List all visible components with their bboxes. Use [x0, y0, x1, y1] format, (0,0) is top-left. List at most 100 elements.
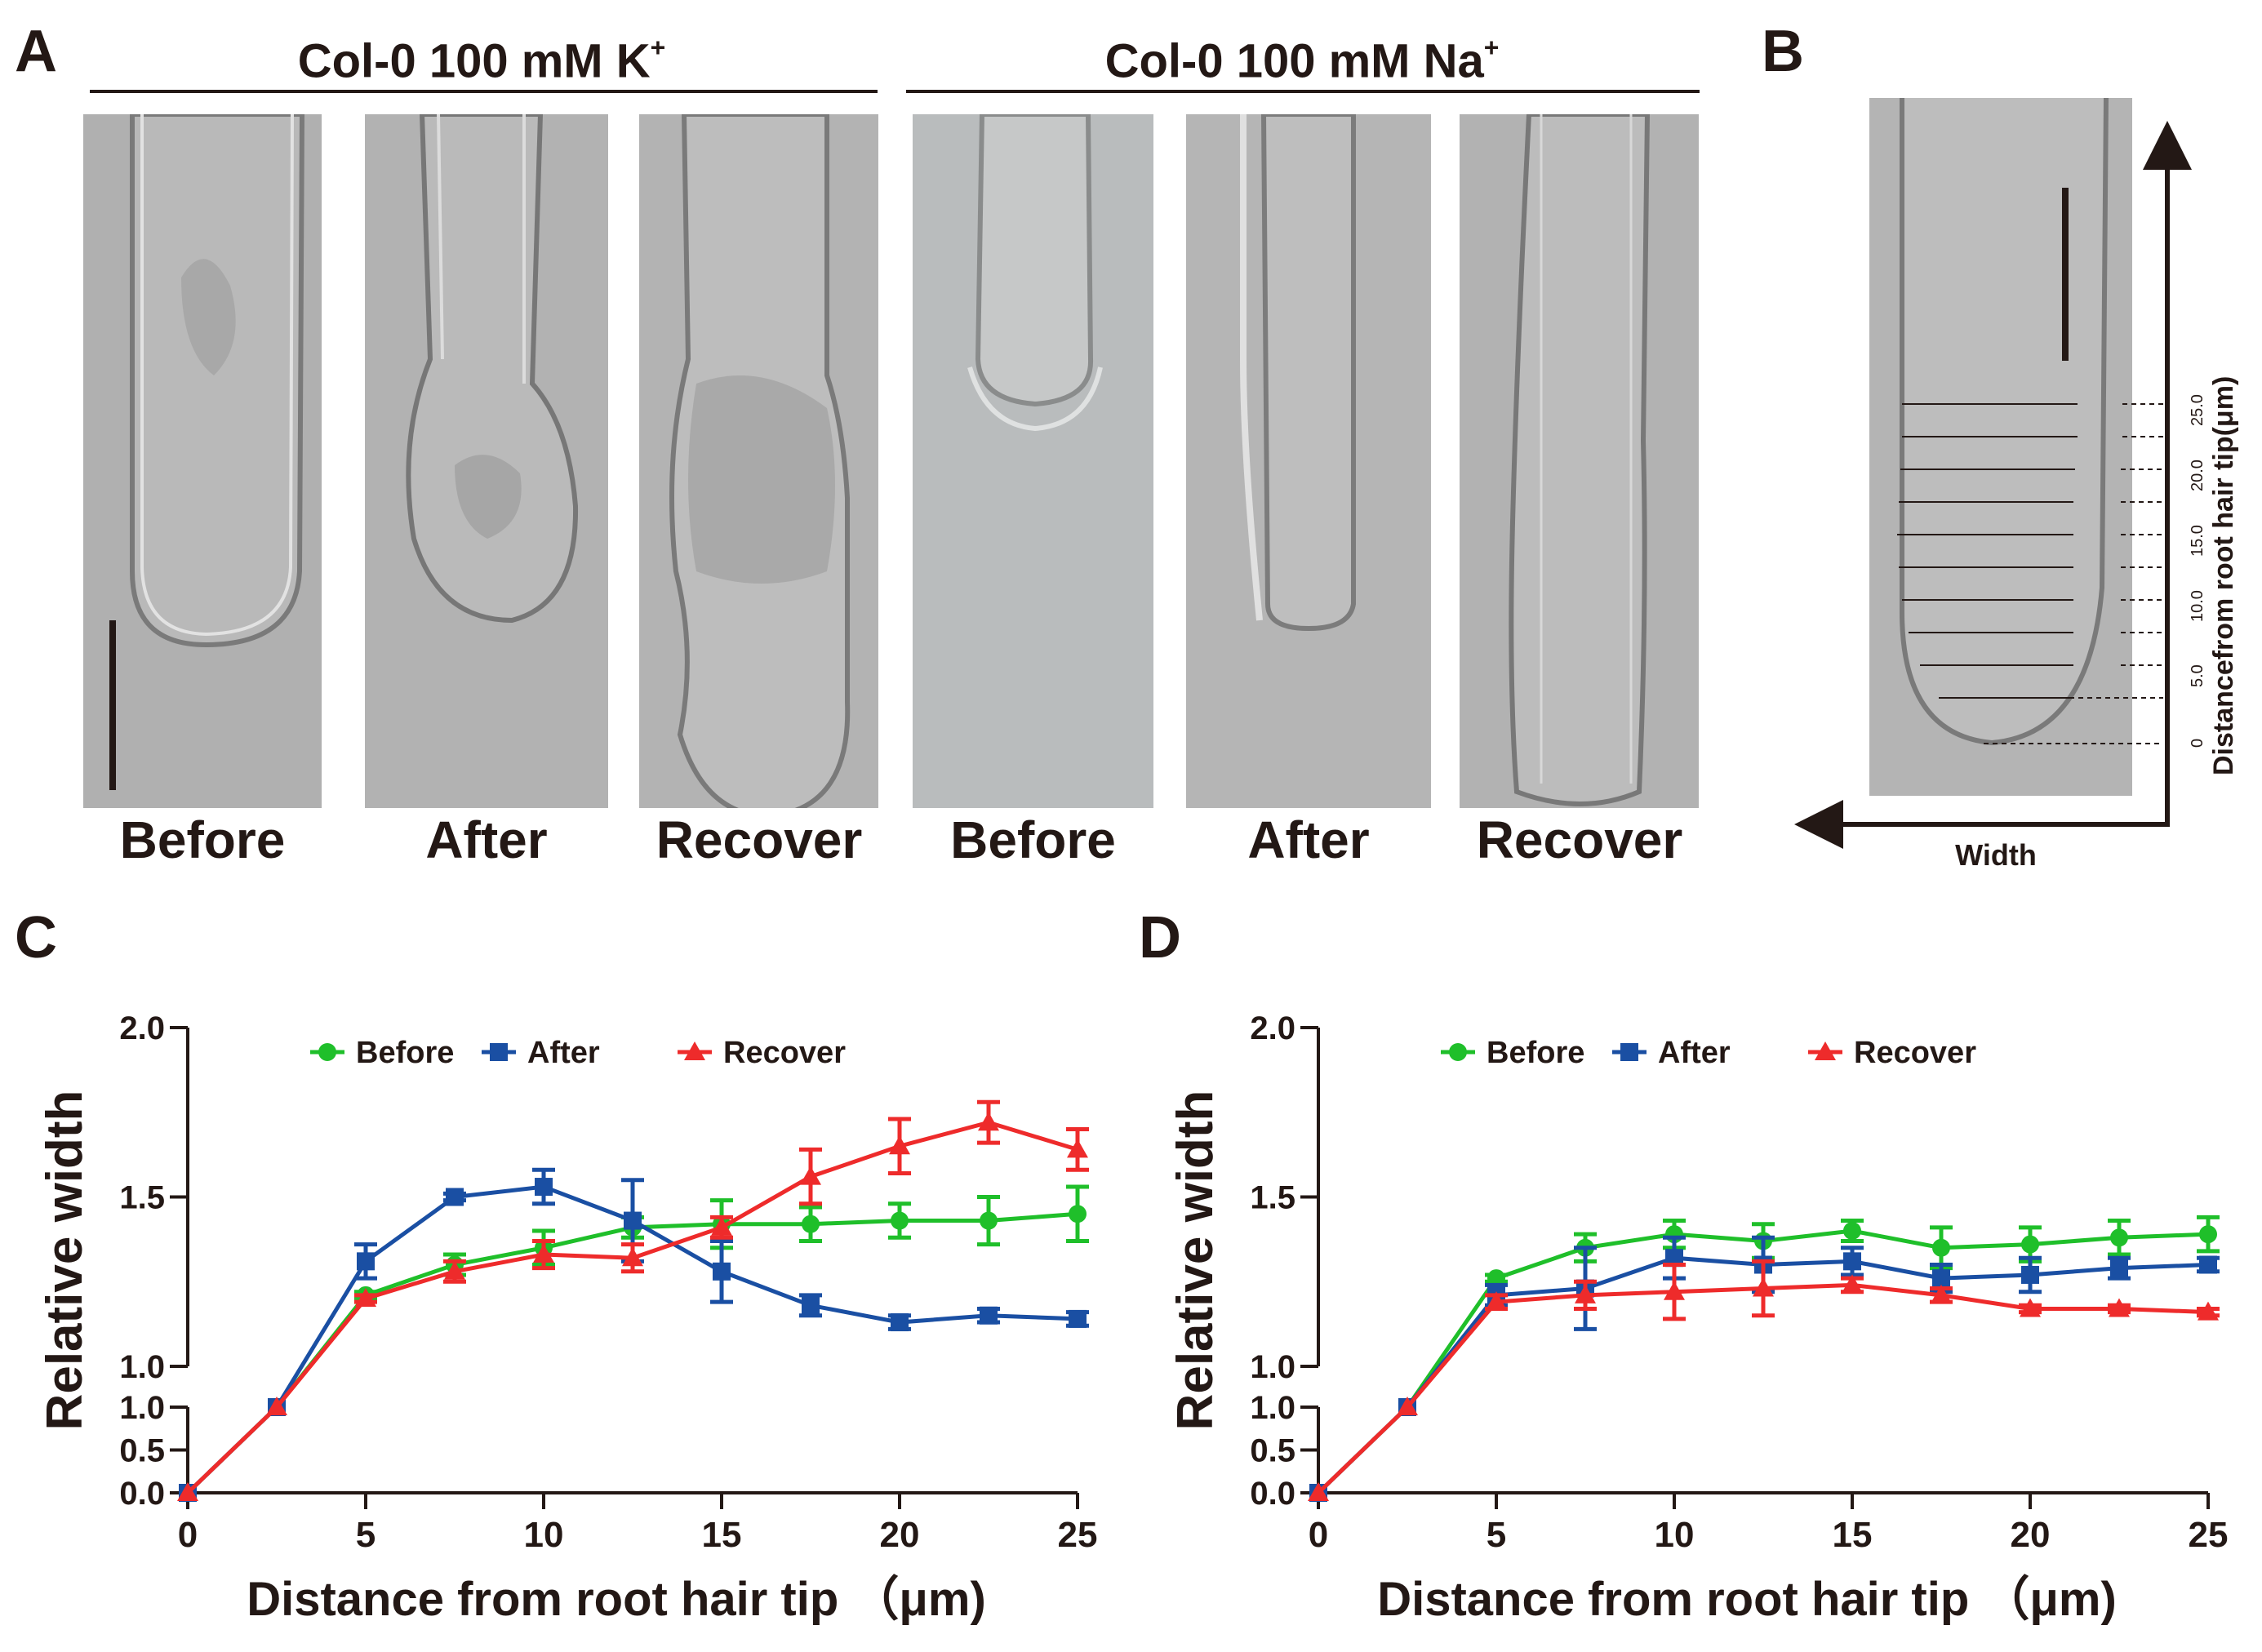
k-before-micrograph: [83, 114, 322, 808]
data-point-before-10: [1069, 1205, 1087, 1223]
vertical-axis-label: Distancefrom root hair tip(μm): [2208, 376, 2239, 775]
data-point-recover-9: [2109, 1298, 2130, 1317]
k-group-title-text: Col-0 100 mM K: [297, 34, 651, 88]
y-tick-lower-1.0: 1.0: [1250, 1390, 1295, 1426]
x-tick-0: 0: [178, 1515, 198, 1555]
data-point-after-10: [1069, 1309, 1087, 1328]
legend-label-recover: Recover: [723, 1036, 846, 1070]
na-before-label: Before: [950, 810, 1116, 869]
k-group-title: Col-0 100 mM K+: [90, 33, 873, 89]
k-ion-charge: +: [650, 33, 666, 62]
data-point-before-10: [2199, 1225, 2217, 1244]
data-point-recover-6: [711, 1216, 732, 1236]
y-tick-upper-1.5: 1.5: [1250, 1180, 1295, 1216]
legend-marker-after: [490, 1043, 508, 1061]
y-tick-lower-0.5: 0.5: [1250, 1433, 1295, 1469]
na-ion-charge: +: [1483, 33, 1500, 62]
schematic-tick-labels: 0 5.0 10.0 15.0 20.0 25.0: [2189, 394, 2206, 748]
x-tick-25: 25: [1058, 1515, 1098, 1555]
na-after-label: After: [1247, 810, 1370, 869]
legend-label-before: Before: [1487, 1036, 1584, 1070]
legend-label-after: After: [1658, 1036, 1731, 1070]
k-recover-label: Recover: [655, 810, 863, 869]
data-point-after-2: [357, 1252, 375, 1271]
legend-marker-recover: [1815, 1041, 1836, 1060]
legend-marker-before: [1449, 1043, 1467, 1061]
data-point-recover-8: [889, 1135, 910, 1155]
data-point-recover-2: [355, 1288, 376, 1307]
x-tick-5: 5: [356, 1515, 376, 1555]
x-tick-0: 0: [1309, 1515, 1328, 1555]
data-point-recover-3: [444, 1260, 465, 1280]
data-point-recover-2: [1486, 1291, 1507, 1311]
data-point-recover-0: [177, 1482, 198, 1501]
panel-d-letter: D: [1139, 905, 1181, 970]
data-point-after-6: [1843, 1252, 1861, 1271]
data-point-after-10: [2199, 1255, 2217, 1274]
k-after-micrograph: [365, 114, 608, 808]
data-point-before-9: [980, 1211, 998, 1230]
x-tick-10: 10: [524, 1515, 564, 1555]
data-point-before-7: [802, 1215, 820, 1233]
data-point-recover-1: [266, 1397, 287, 1415]
x-tick-10: 10: [1655, 1515, 1695, 1555]
data-point-before-8: [891, 1211, 909, 1230]
k-after-label: After: [425, 810, 548, 869]
legend-label-recover: Recover: [1854, 1036, 1976, 1070]
y-tick-lower-1.0: 1.0: [119, 1390, 165, 1426]
tick-0: 0: [2189, 739, 2206, 748]
legend-label-before: Before: [356, 1036, 454, 1070]
legend-marker-after: [1620, 1043, 1638, 1061]
x-axis-title: Distance from root hair tip （μm): [247, 1573, 986, 1626]
data-point-recover-7: [800, 1166, 821, 1185]
x-tick-15: 15: [1833, 1515, 1873, 1555]
data-point-after-3: [446, 1188, 464, 1206]
y-tick-upper-1.5: 1.5: [119, 1180, 165, 1216]
na-group-title: Col-0 100 mM Na+: [910, 33, 1694, 89]
tick-20: 20.0: [2189, 460, 2206, 491]
data-point-recover-7: [1931, 1284, 1952, 1303]
k-recover-micrograph: [639, 114, 878, 808]
data-point-recover-8: [2020, 1298, 2041, 1317]
data-point-recover-4: [533, 1244, 554, 1263]
data-point-before-7: [1932, 1238, 1950, 1257]
y-tick-upper-1.0: 1.0: [1250, 1349, 1295, 1385]
y-tick-lower-0.5: 0.5: [119, 1433, 165, 1469]
data-point-recover-10: [1067, 1139, 1088, 1158]
k-before-label: Before: [119, 810, 286, 869]
panel-a-letter: A: [15, 19, 57, 84]
data-point-after-6: [713, 1262, 731, 1281]
y-tick-upper-2.0: 2.0: [119, 1010, 165, 1046]
legend-label-after: After: [527, 1036, 600, 1070]
data-point-recover-4: [1664, 1281, 1685, 1300]
tick-15: 15.0: [2189, 525, 2206, 557]
tick-5: 5.0: [2189, 664, 2206, 687]
data-point-recover-3: [1575, 1284, 1596, 1303]
na-before-micrograph: [913, 114, 1153, 808]
na-group-title-text: Col-0 100 mM Na: [1104, 34, 1484, 88]
y-tick-lower-0.0: 0.0: [1250, 1476, 1295, 1512]
y-tick-lower-0.0: 0.0: [119, 1476, 165, 1512]
horizontal-axis-label: Width: [1955, 838, 2037, 872]
x-axis-title: Distance from root hair tip （μm): [1377, 1573, 2117, 1626]
chart-d: 0.0 0.5 1.0 1.0 1.5 2.0 0 5 10 15 20 25 Distance fro…: [1167, 1010, 2228, 1626]
dashed-guides: [1984, 403, 2163, 744]
y-axis-title: Relative width: [1167, 1090, 1224, 1431]
x-tick-20: 20: [2011, 1515, 2051, 1555]
data-point-recover-10: [2198, 1301, 2219, 1321]
panel-b-letter: B: [1762, 19, 1804, 84]
k-group-rule: [90, 90, 878, 93]
x-tick-5: 5: [1487, 1515, 1506, 1555]
data-point-after-8: [891, 1313, 909, 1332]
data-point-after-4: [535, 1178, 553, 1197]
data-point-after-8: [2021, 1265, 2039, 1284]
x-tick-15: 15: [702, 1515, 742, 1555]
na-recover-label: Recover: [1476, 810, 1683, 869]
chart-c: 0.0 0.5 1.0 1.0 1.5 2.0 0 5 10 15 20 25 Distance fro…: [37, 1010, 1098, 1626]
na-after-micrograph: [1186, 114, 1431, 808]
measurement-lines: [1897, 403, 2078, 699]
y-tick-upper-2.0: 2.0: [1250, 1010, 1295, 1046]
data-point-after-9: [2110, 1259, 2128, 1277]
data-point-recover-5: [1753, 1277, 1774, 1297]
na-recover-micrograph: [1460, 114, 1699, 808]
